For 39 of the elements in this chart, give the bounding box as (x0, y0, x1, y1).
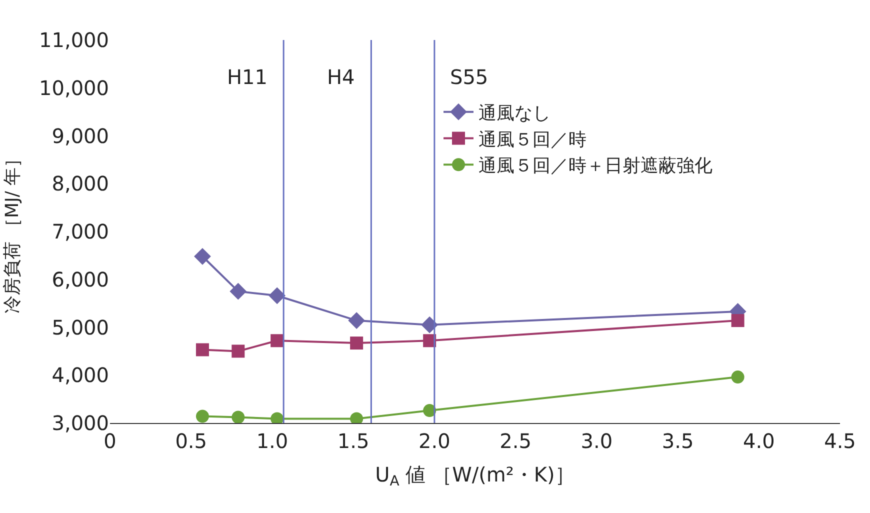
x-tick-label: 0.5 (175, 429, 208, 453)
point (731, 370, 744, 384)
y-tick-label: 9,000 (52, 124, 109, 148)
y-tick-label: 4,000 (52, 363, 109, 388)
x-tick-label: 2.5 (500, 429, 532, 453)
ref-line-label: S55 (450, 65, 488, 89)
y-tick-label: 8,000 (52, 172, 109, 196)
point (232, 410, 245, 423)
y-tick-label: 6,000 (52, 267, 109, 292)
x-axis-title: U$_{A}$ 値 ［W/(m²・K)］ (375, 462, 575, 490)
y-tick-label: 10,000 (39, 76, 109, 100)
y-tick-label: 11,000 (39, 28, 109, 52)
point (194, 248, 211, 265)
legend-label: 通風５回／時 (478, 129, 586, 150)
point (232, 344, 245, 358)
legend-label: 通風なし (478, 102, 550, 124)
point (230, 282, 247, 300)
point (421, 316, 438, 334)
y-tick-label: 5,000 (52, 315, 109, 340)
point (196, 343, 209, 356)
point (348, 312, 366, 329)
point (270, 334, 284, 348)
x-tick-label: 3.0 (580, 429, 613, 453)
legend-label: 通風５回／時＋日射遮蔽強化 (478, 156, 712, 177)
x-tick-label: 0 (104, 429, 116, 453)
y-tick-label: 7,000 (52, 220, 109, 244)
point (350, 336, 364, 350)
x-tick-label: 2.0 (418, 429, 450, 453)
point (268, 287, 286, 304)
x-tick-label: 4.0 (742, 429, 775, 453)
point (196, 410, 209, 423)
x-tick-label: 1.5 (337, 429, 370, 453)
ref-line-label: H4 (327, 65, 355, 89)
x-tick-label: 4.5 (824, 429, 856, 453)
x-tick-label: 1.0 (256, 429, 288, 453)
y-axis-title: 冷房負荷 ［MJ/ 年］ (2, 149, 24, 314)
x-tick-label: 3.5 (662, 429, 694, 453)
point (731, 314, 744, 328)
ref-line-label: H11 (227, 65, 268, 89)
